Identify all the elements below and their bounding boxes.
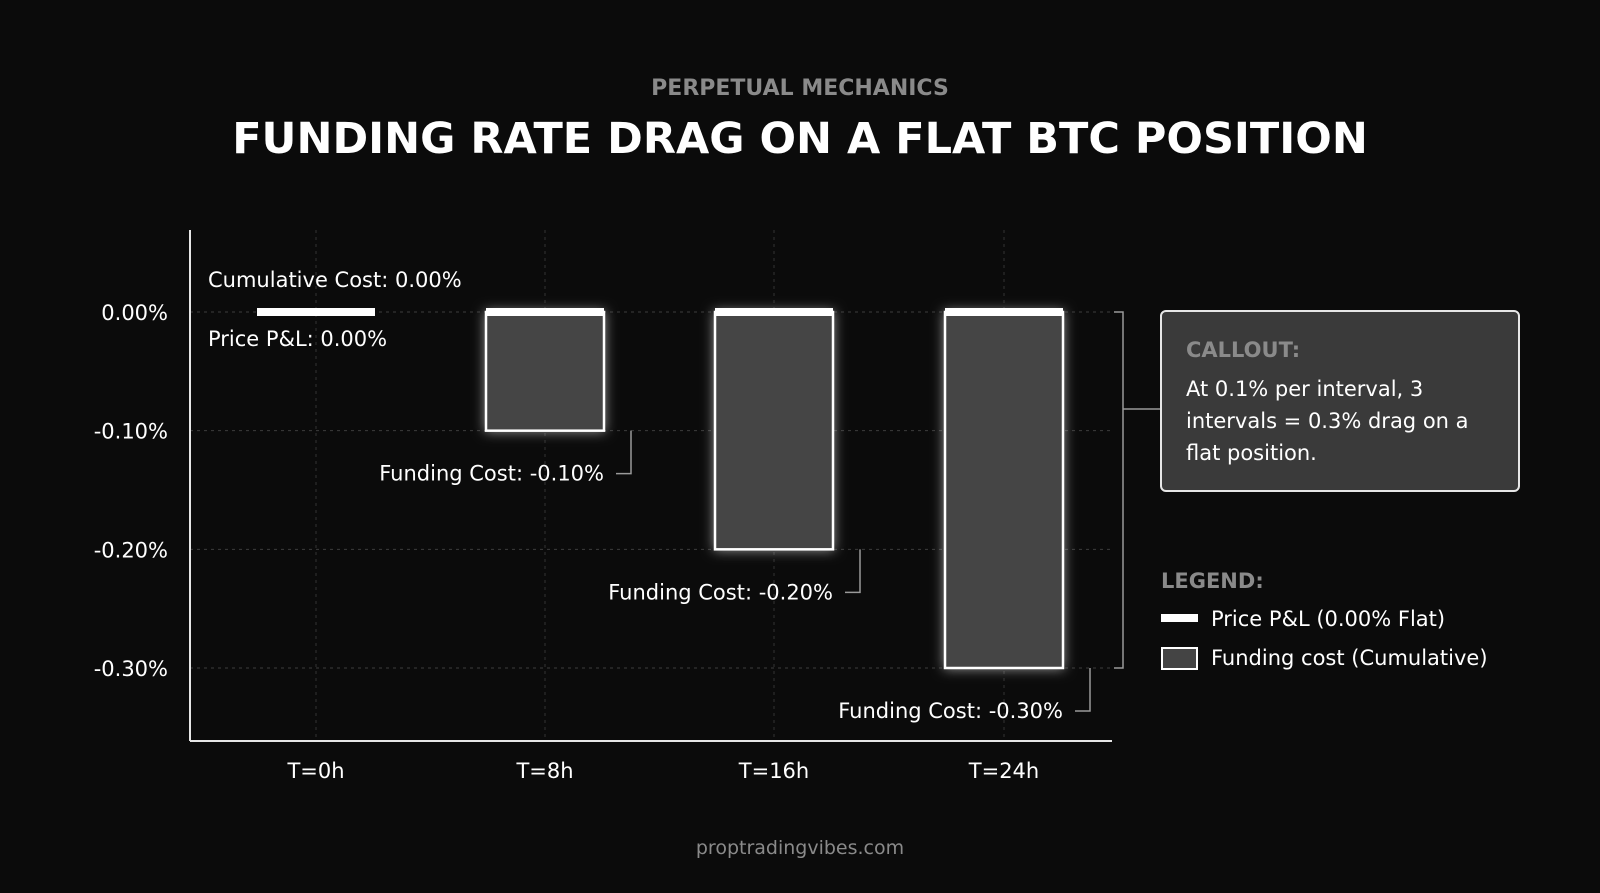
- x-tick-label: T=24h: [968, 759, 1039, 783]
- callout-title: CALLOUT:: [1186, 338, 1300, 362]
- funding-bar-t16h: [713, 310, 835, 551]
- funding-cost-leader: [616, 430, 632, 475]
- funding-cost-leader: [1075, 668, 1091, 712]
- chart-title: FUNDING RATE DRAG ON A FLAT BTC POSITION: [232, 114, 1368, 164]
- x-tick-label: T=16h: [738, 759, 809, 783]
- price-pnl-bar-t24h: [945, 308, 1063, 316]
- funding-cost-leader: [845, 549, 861, 594]
- bars: [257, 308, 1065, 670]
- y-tick-label: -0.30%: [94, 657, 168, 681]
- callout-bracket: [1114, 311, 1124, 669]
- callout-line-2: intervals = 0.3% drag on a: [1186, 409, 1469, 433]
- x-tick-label: T=8h: [515, 759, 573, 783]
- callout: CALLOUT: At 0.1% per interval, 3 interva…: [1160, 310, 1520, 492]
- price-pnl-bar-t0h: [257, 308, 375, 316]
- callout-line-1: At 0.1% per interval, 3: [1186, 377, 1423, 401]
- price-pnl-label: Price P&L: 0.00%: [208, 327, 387, 351]
- y-tick-label: -0.20%: [94, 538, 168, 562]
- legend-title: LEGEND:: [1161, 569, 1264, 593]
- price-pnl-bar-t16h: [715, 308, 833, 316]
- legend: LEGEND: Price P&L (0.00% Flat) Funding c…: [1161, 569, 1488, 670]
- funding-bar-t8h: [484, 310, 606, 432]
- axes: 0.00% -0.10% -0.20% -0.30% T=0h T=8h T=16h T=24…: [94, 230, 1112, 783]
- funding-cost-label: Funding Cost: -0.30%: [838, 699, 1063, 723]
- legend-swatch-funding: [1161, 647, 1198, 670]
- annotations: Cumulative Cost: 0.00% Price P&L: 0.00% Fu…: [208, 268, 1161, 723]
- source-footer: proptradingvibes.com: [696, 837, 904, 859]
- legend-label-pnl: Price P&L (0.00% Flat): [1211, 607, 1445, 631]
- price-pnl-bar-t8h: [486, 308, 604, 316]
- funding-cost-label: Funding Cost: -0.10%: [379, 462, 604, 486]
- cumulative-cost-label: Cumulative Cost: 0.00%: [208, 268, 462, 292]
- y-tick-label: -0.10%: [94, 420, 168, 444]
- chart-eyebrow: PERPETUAL MECHANICS: [651, 76, 949, 101]
- callout-line-3: flat position.: [1186, 441, 1317, 465]
- y-tick-label: 0.00%: [101, 301, 168, 325]
- x-tick-label: T=0h: [286, 759, 344, 783]
- callout-box: [1160, 310, 1520, 492]
- legend-label-funding: Funding cost (Cumulative): [1211, 646, 1488, 670]
- funding-cost-label: Funding Cost: -0.20%: [608, 580, 833, 604]
- legend-swatch-pnl: [1161, 614, 1198, 622]
- funding-bar-t24h: [943, 310, 1065, 670]
